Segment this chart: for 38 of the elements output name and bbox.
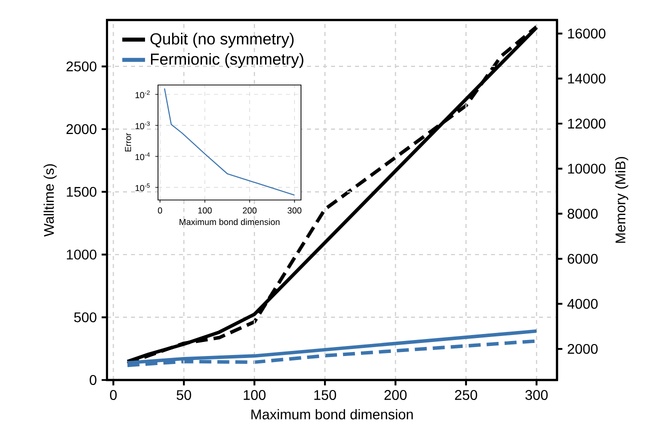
x-tick-label: 0 xyxy=(158,207,162,214)
x-tick-label: 300 xyxy=(525,390,548,400)
y-tick-label: 2500 xyxy=(66,61,96,72)
x-tick-label: 100 xyxy=(198,207,212,214)
legend-label: Qubit (no symmetry) xyxy=(150,32,294,48)
x-axis-title: Maximum bond dimension xyxy=(180,218,280,226)
y-tick-label: 10$^{-3}$ xyxy=(136,122,150,130)
x-tick-label: 0 xyxy=(110,390,117,400)
y-tick-label: 500 xyxy=(74,312,96,322)
y-axis-title: Error xyxy=(125,133,132,152)
y2-axis-title: Memory (MiB) xyxy=(615,156,628,243)
y-tick-label: 1000 xyxy=(66,250,96,260)
x-tick-label: 200 xyxy=(242,207,257,214)
y-tick-label: 1500 xyxy=(66,186,96,197)
y2-tick-label: 6000 xyxy=(568,254,598,264)
line-series xyxy=(126,329,538,365)
y2-tick-label: 2000 xyxy=(568,344,598,354)
y-axis-title: Walltime (s) xyxy=(44,164,57,237)
x-tick-label: 100 xyxy=(244,390,266,400)
y-tick-label: 2000 xyxy=(66,124,96,134)
y-tick-label: 10$^{-5}$ xyxy=(136,184,150,192)
line-series xyxy=(164,88,296,196)
x-axis-title: Maximum bond dimension xyxy=(251,409,413,420)
y2-tick-label: 8000 xyxy=(568,208,598,219)
x-tick-label: 50 xyxy=(176,390,192,400)
x-tick-label: 300 xyxy=(288,207,302,214)
x-tick-label: 150 xyxy=(314,390,336,400)
y2-tick-label: 16000 xyxy=(568,28,606,38)
y2-tick-label: 12000 xyxy=(568,118,606,129)
y2-tick-label: 14000 xyxy=(568,74,606,84)
y-tick-label: 10$^{-4}$ xyxy=(136,152,150,160)
x-tick-label: 200 xyxy=(384,390,407,400)
y2-tick-label: 4000 xyxy=(567,298,598,309)
y-tick-label: 10$^{-2}$ xyxy=(136,90,150,98)
x-tick-label: 250 xyxy=(455,390,478,400)
y-tick-label: 0 xyxy=(90,375,96,385)
y2-tick-label: 10000 xyxy=(568,164,606,174)
legend-label: Fermionic (symmetry) xyxy=(151,53,304,68)
